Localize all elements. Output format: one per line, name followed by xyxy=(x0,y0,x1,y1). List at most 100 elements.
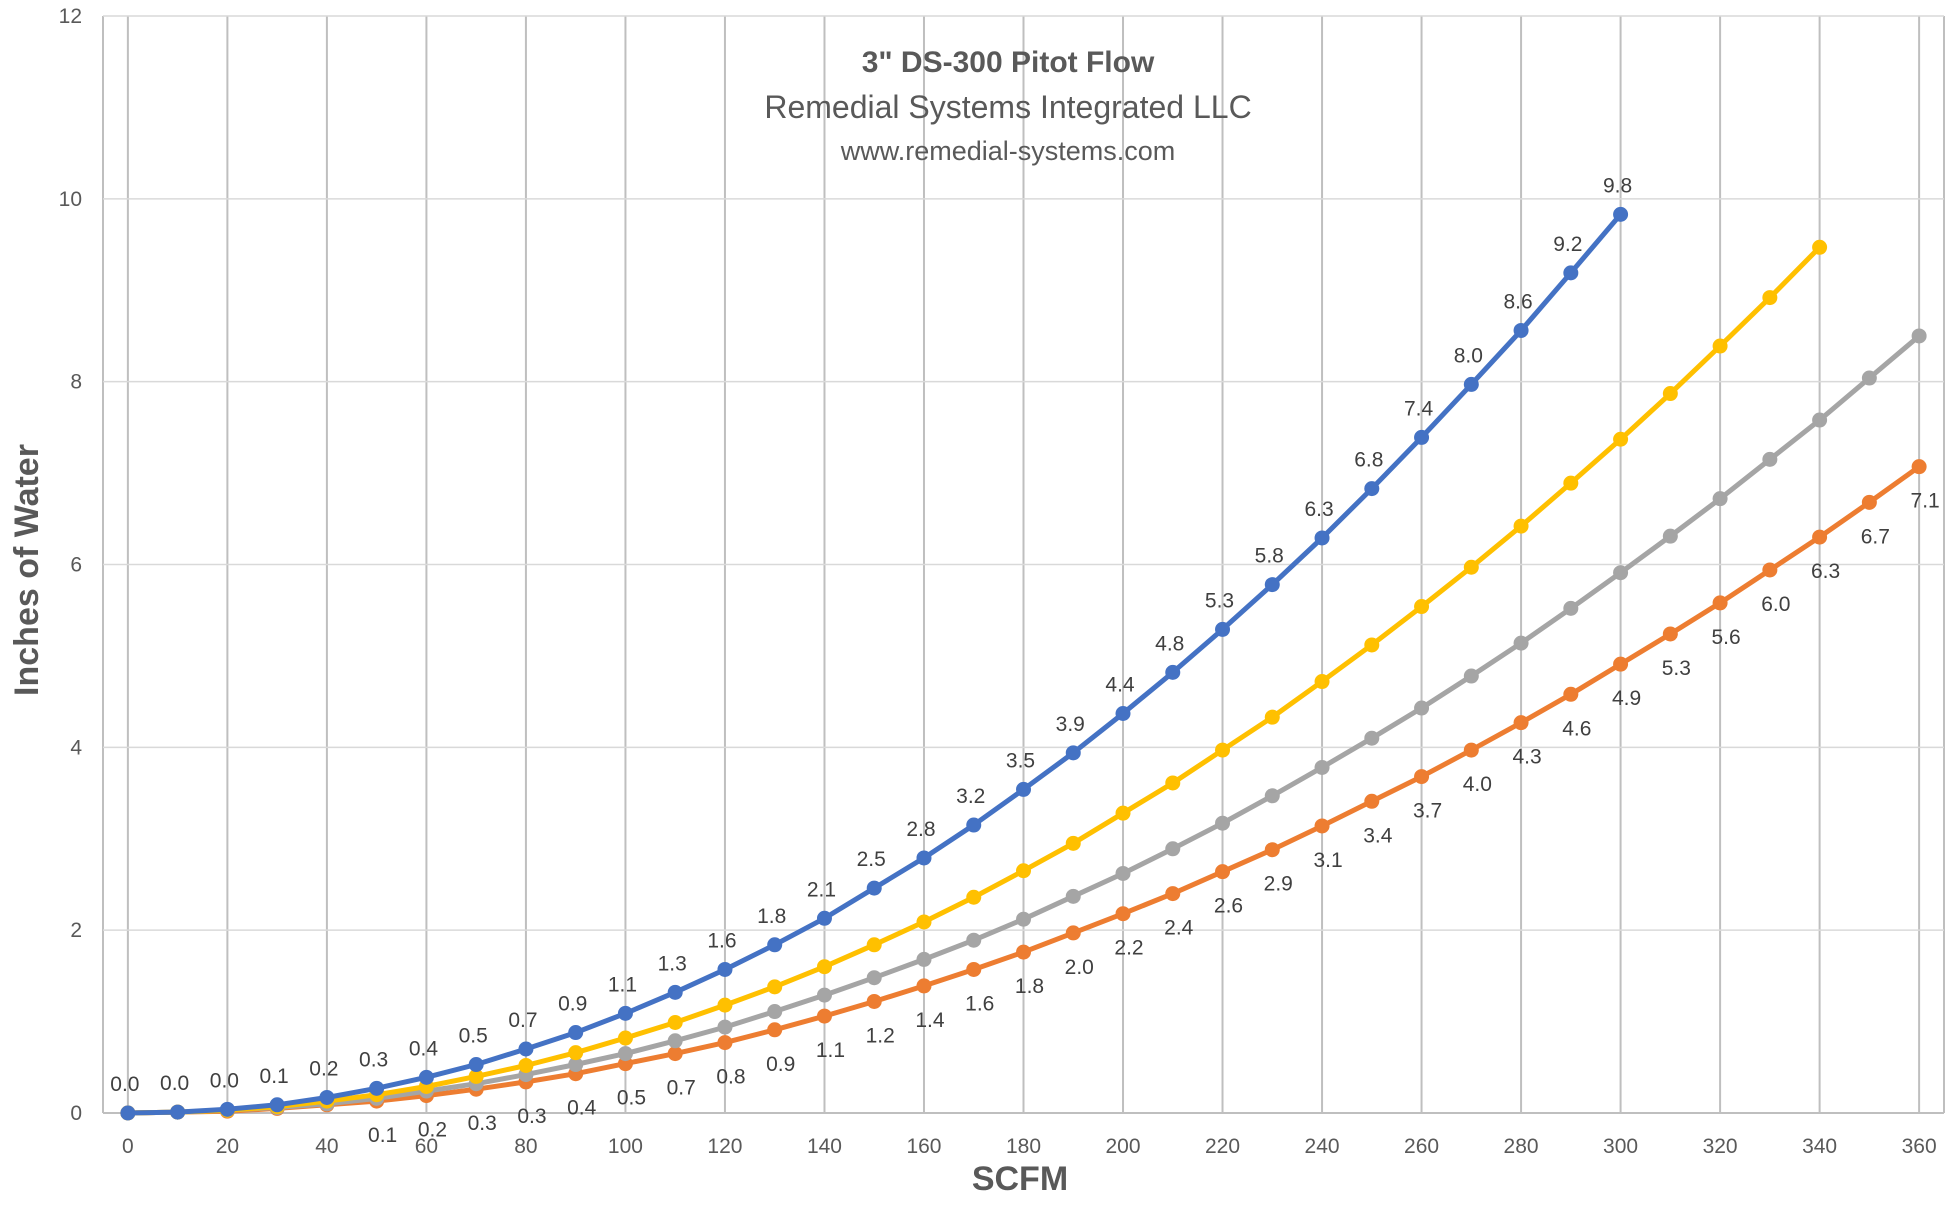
data-label: 8.6 xyxy=(1503,290,1532,313)
data-label: 1.8 xyxy=(757,905,786,928)
data-point xyxy=(1513,322,1529,338)
y-axis-title: Inches of Water xyxy=(8,444,46,696)
data-point xyxy=(916,850,932,866)
data-point xyxy=(1662,626,1678,642)
data-label: 6.3 xyxy=(1304,498,1333,521)
data-label: 0.3 xyxy=(359,1048,388,1071)
data-label: 2.2 xyxy=(1114,937,1143,960)
data-point xyxy=(1563,686,1579,702)
x-tick-label: 160 xyxy=(906,1135,941,1158)
data-label: 4.4 xyxy=(1105,674,1135,697)
data-point xyxy=(1115,706,1131,722)
data-point xyxy=(1563,475,1579,491)
data-point xyxy=(1364,481,1380,497)
data-point xyxy=(1115,865,1131,881)
data-point xyxy=(1712,338,1728,354)
data-point xyxy=(717,1035,733,1051)
data-label: 2.5 xyxy=(857,848,886,871)
data-point xyxy=(1165,886,1181,902)
data-label: 4.0 xyxy=(1463,773,1492,796)
data-point xyxy=(1513,518,1529,534)
y-tick-label: 10 xyxy=(59,188,82,211)
data-point xyxy=(866,993,882,1009)
data-label: 0.5 xyxy=(617,1087,646,1110)
data-label: 0.9 xyxy=(766,1053,795,1076)
data-label: 1.8 xyxy=(1015,975,1044,998)
data-label: 8.0 xyxy=(1454,344,1483,367)
data-point xyxy=(1264,788,1280,804)
data-label: 0.0 xyxy=(210,1069,239,1092)
data-point xyxy=(1314,674,1330,690)
x-tick-label: 60 xyxy=(415,1135,438,1158)
data-label: 1.1 xyxy=(608,973,637,996)
data-point xyxy=(1563,265,1579,281)
y-tick-label: 6 xyxy=(70,554,82,577)
data-point xyxy=(1016,911,1031,927)
x-tick-label: 40 xyxy=(315,1135,338,1158)
data-point xyxy=(1165,841,1181,857)
data-label: 3.5 xyxy=(1006,749,1035,772)
data-point xyxy=(916,914,932,930)
x-tick-label: 240 xyxy=(1305,1135,1340,1158)
data-point xyxy=(1414,429,1430,445)
chart-title: 3" DS-300 Pitot Flow xyxy=(862,46,1155,79)
data-point xyxy=(1762,451,1778,467)
data-label: 6.0 xyxy=(1761,593,1790,616)
x-tick-label: 200 xyxy=(1105,1135,1140,1158)
data-point xyxy=(1712,595,1728,611)
data-label: 0.1 xyxy=(368,1124,397,1147)
data-point xyxy=(219,1101,235,1117)
data-point xyxy=(767,1004,783,1020)
data-label: 1.1 xyxy=(816,1039,845,1062)
chart-subtitle: Remedial Systems Integrated LLC xyxy=(764,89,1251,125)
data-point xyxy=(717,997,733,1013)
x-tick-label: 0 xyxy=(122,1135,134,1158)
data-label: 3.7 xyxy=(1413,800,1442,823)
data-point xyxy=(1812,239,1828,255)
data-point xyxy=(1513,715,1529,731)
data-point xyxy=(1065,888,1081,904)
data-label: 5.8 xyxy=(1255,545,1284,568)
data-point xyxy=(866,880,882,896)
data-label: 0.8 xyxy=(716,1066,745,1089)
data-label: 2.0 xyxy=(1065,956,1094,979)
data-label: 0.0 xyxy=(110,1073,139,1096)
data-label: 5.6 xyxy=(1711,626,1740,649)
data-point xyxy=(1911,328,1927,344)
data-point xyxy=(1314,818,1330,834)
x-tick-label: 100 xyxy=(608,1135,643,1158)
data-point xyxy=(1165,775,1181,791)
data-label: 3.9 xyxy=(1056,713,1085,736)
data-point xyxy=(170,1104,186,1120)
data-point xyxy=(1414,700,1430,716)
data-label: 0.3 xyxy=(517,1105,546,1128)
data-point xyxy=(966,932,982,948)
series-0 xyxy=(120,206,1629,1121)
x-axis-title: SCFM xyxy=(972,1160,1068,1198)
data-point xyxy=(468,1068,484,1084)
data-point xyxy=(767,1022,783,1038)
data-label: 4.3 xyxy=(1512,746,1541,769)
data-label: 2.1 xyxy=(807,878,836,901)
data-label: 4.8 xyxy=(1155,632,1184,655)
data-point xyxy=(1314,530,1330,546)
data-point xyxy=(1463,559,1479,575)
data-point xyxy=(1513,635,1529,651)
data-label: 1.4 xyxy=(915,1009,945,1032)
series-line xyxy=(125,244,1823,1116)
data-point xyxy=(518,1041,534,1057)
data-label: 1.2 xyxy=(866,1024,895,1047)
data-labels: 0.0 0.0 0.0 0.1 0.2 0.3 0.4 0.5 0.7 0.9 1.1 1.3 1.6 1… xyxy=(110,174,1939,1147)
data-label: 2.6 xyxy=(1214,895,1243,918)
data-point xyxy=(269,1097,285,1113)
data-point xyxy=(120,1105,136,1121)
x-tick-label: 140 xyxy=(807,1135,842,1158)
data-label: 0.9 xyxy=(558,993,587,1016)
data-label: 0.2 xyxy=(309,1057,338,1080)
data-label: 1.6 xyxy=(965,992,994,1015)
data-point xyxy=(1364,730,1380,746)
data-point xyxy=(1016,863,1031,879)
data-point xyxy=(1314,759,1330,775)
